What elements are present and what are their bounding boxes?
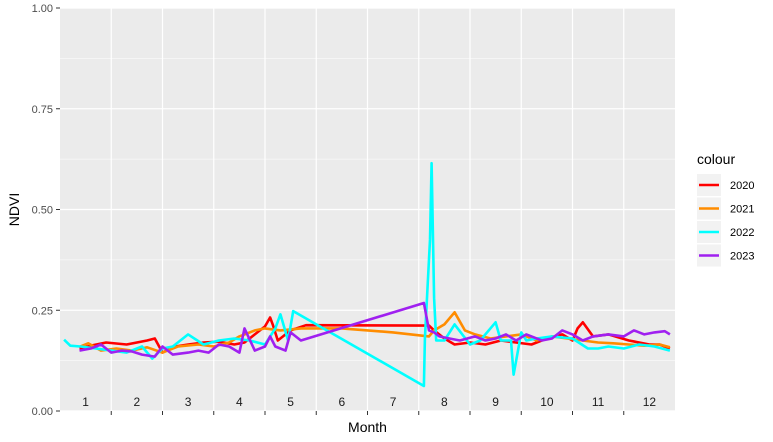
month-label: 2: [134, 395, 141, 409]
legend-label-2020: 2020: [730, 180, 754, 192]
legend-title: colour: [697, 151, 735, 167]
month-label: 8: [441, 395, 448, 409]
month-label: 5: [287, 395, 294, 409]
month-label: 1: [82, 395, 89, 409]
legend-label-2021: 2021: [730, 204, 754, 216]
month-label: 4: [236, 395, 243, 409]
y-axis-title: NDVI: [6, 193, 22, 226]
axes: 0.00 0.25 0.50 0.75 1.00: [32, 3, 625, 418]
month-label: 6: [339, 395, 346, 409]
legend-label-2022: 2022: [730, 227, 754, 239]
month-labels: 1 2 3 4 5 6 7 8 9 10 11 12: [82, 395, 656, 409]
series-lines: [63, 161, 671, 388]
y-tick-label: 0.75: [32, 104, 53, 116]
month-label: 3: [185, 395, 192, 409]
y-tick-label: 0.25: [32, 305, 53, 317]
month-label: 9: [492, 395, 499, 409]
legend: colour 2020 2021 2022 2023: [697, 151, 754, 267]
y-tick-label: 1.00: [32, 3, 53, 15]
month-label: 10: [540, 395, 554, 409]
month-label: 7: [390, 395, 397, 409]
x-axis-title: Month: [348, 419, 387, 435]
month-label: 12: [643, 395, 657, 409]
month-label: 11: [592, 395, 605, 409]
legend-label-2023: 2023: [730, 251, 754, 263]
y-tick-label: 0.50: [32, 205, 53, 217]
series-line-2023: [79, 301, 671, 358]
y-tick-label: 0.00: [32, 406, 53, 418]
